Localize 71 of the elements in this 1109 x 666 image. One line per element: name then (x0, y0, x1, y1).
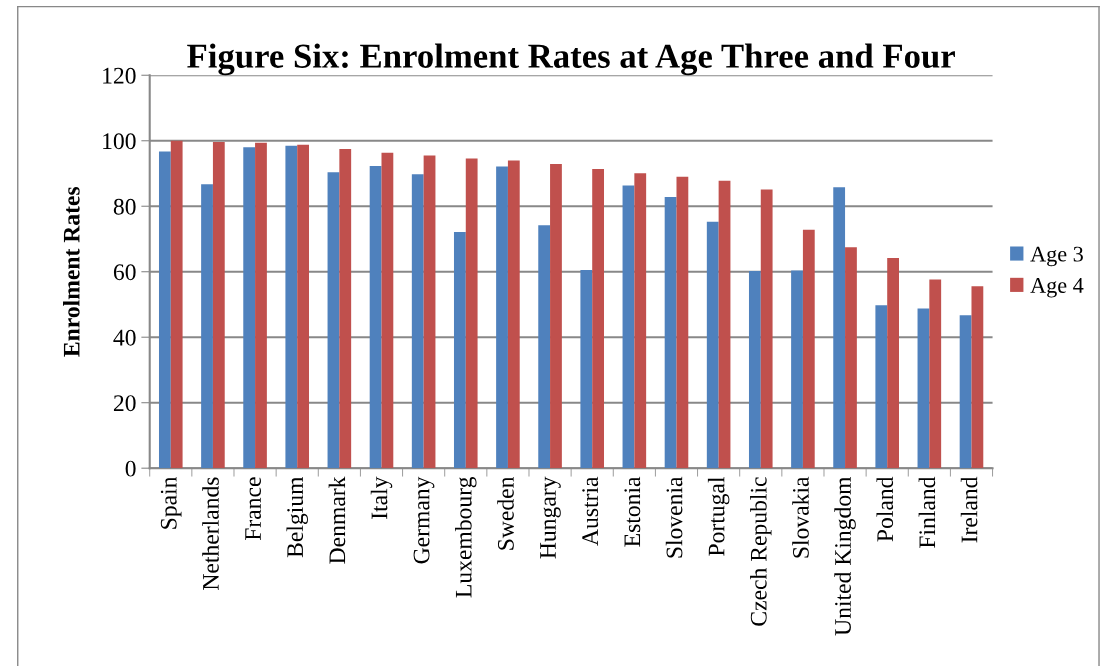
y-tick-label: 20 (113, 395, 136, 412)
x-tick-label: Poland (876, 476, 894, 542)
bar (465, 158, 478, 469)
x-tick-label: Netherlands (202, 477, 219, 590)
bar (243, 147, 256, 469)
x-tick-label: Portugal (707, 477, 730, 556)
x-tick-label: Czech Republic (750, 477, 772, 626)
bar (748, 271, 761, 469)
x-tick-label: Austria (582, 476, 599, 546)
x-tick-label: Luxembourg (455, 476, 477, 598)
bar (255, 142, 267, 469)
bar (411, 174, 424, 469)
bar (550, 164, 562, 469)
y-tick-label: 120 (103, 67, 136, 84)
bar (760, 189, 773, 469)
bar (802, 229, 815, 469)
bar (170, 140, 183, 469)
y-tick-label: 0 (125, 460, 136, 477)
bar (917, 308, 930, 469)
bar (538, 225, 551, 469)
y-tick-label: 80 (113, 198, 136, 215)
bar (887, 257, 899, 469)
y-tick-label: 60 (113, 264, 136, 281)
bar (833, 187, 846, 469)
bar (453, 232, 466, 469)
y-axis-title: Enrolment Rates (63, 186, 80, 357)
bar (592, 168, 605, 469)
chart-title: Figure Six: Enrolment Rates at Age Three and Four (187, 43, 955, 76)
x-tick-label: Ireland (960, 476, 978, 543)
bar (496, 166, 508, 469)
x-tick-label: Estonia (624, 476, 641, 547)
x-tick-label: Finland (918, 476, 936, 548)
x-tick-label: Germany (413, 476, 435, 564)
bar (845, 247, 857, 469)
x-tick-label: Hungary (540, 476, 561, 559)
x-tick-label: Sweden (497, 476, 514, 550)
legend-label: Age 4 (1030, 278, 1084, 298)
bar (791, 270, 803, 469)
bar (423, 155, 436, 469)
y-tick-label: 100 (103, 133, 136, 150)
bar (580, 270, 593, 469)
bar (297, 144, 310, 469)
y-tick-label: 40 (113, 329, 136, 346)
bar (929, 279, 942, 469)
x-tick-label: United Kingdom (834, 476, 856, 636)
x-tick-label: Belgium (286, 476, 308, 558)
bar (718, 180, 731, 469)
bar (369, 165, 382, 469)
bar (201, 184, 213, 469)
bar (706, 221, 719, 469)
legend-label: Age 3 (1030, 246, 1083, 267)
x-tick-label: Slovakia (792, 476, 809, 558)
x-tick-label: Slovenia (665, 476, 683, 558)
x-tick-label: Italy (370, 476, 393, 519)
bar (327, 172, 340, 469)
bar (875, 305, 888, 469)
bar (212, 142, 225, 469)
bar (507, 160, 520, 469)
bar (285, 145, 298, 469)
x-tick-label: Spain (160, 476, 182, 529)
bar (158, 151, 171, 469)
x-tick-label: Denmark (328, 476, 346, 564)
bar (381, 152, 394, 469)
bar (664, 197, 677, 469)
bar (622, 185, 635, 469)
bar (971, 286, 984, 469)
bar (634, 173, 647, 469)
bar (959, 315, 972, 469)
bar (339, 148, 352, 469)
bar (676, 176, 689, 469)
x-tick-label: France (245, 477, 261, 541)
